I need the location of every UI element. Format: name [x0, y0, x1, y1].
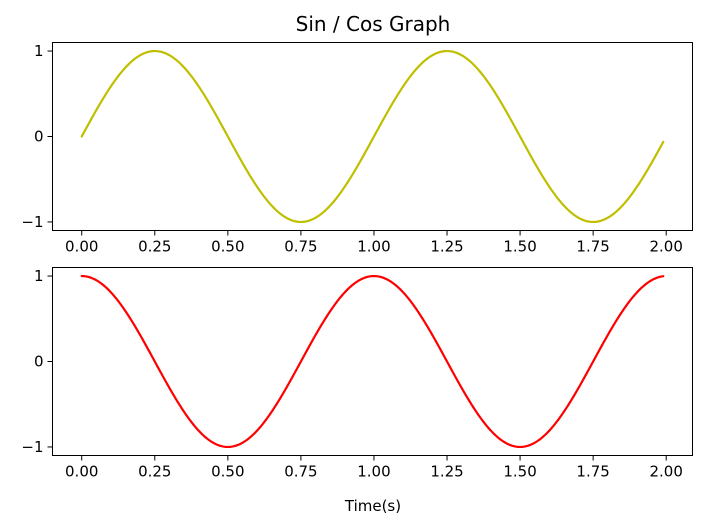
- top-y-tick-label: 1: [34, 42, 44, 60]
- top-x-tick-label: 2.00: [649, 238, 682, 256]
- bottom-x-tick-label: 1.75: [576, 463, 609, 481]
- top-y-tick-label: 0: [34, 128, 44, 146]
- bottom-x-tick-label: 1.00: [357, 463, 390, 481]
- x-axis-label: Time(s): [344, 497, 401, 515]
- top-x-tick-label: 0.25: [138, 238, 171, 256]
- top-x-tick-label: 0.75: [284, 238, 317, 256]
- bottom-axes-frame: [52, 267, 693, 456]
- bottom-x-tick-label: 0.25: [138, 463, 171, 481]
- bottom-y-tick-label: −1: [21, 438, 43, 456]
- bottom-x-tick-label: 1.50: [503, 463, 536, 481]
- top-x-tick-label: 1.50: [503, 238, 536, 256]
- top-series-group: [80, 49, 665, 224]
- bottom-x-ticks: 0.00 0.25 0.50 0.75 1.00 1.25 1.50 1.75 2.00: [65, 455, 683, 481]
- bottom-x-tick-label: 0.75: [284, 463, 317, 481]
- bottom-series-group: [80, 274, 665, 449]
- bottom-axes-cos: 0.00 0.25 0.50 0.75 1.00 1.25 1.50 1.75 2.00 −1 0…: [21, 267, 693, 481]
- top-x-tick-label: 1.00: [357, 238, 390, 256]
- bottom-cos-line: [80, 274, 665, 449]
- bottom-y-tick-label: 0: [34, 353, 44, 371]
- top-axes-frame: [52, 42, 693, 231]
- top-x-tick-label: 1.75: [576, 238, 609, 256]
- top-x-ticks: 0.00 0.25 0.50 0.75 1.00 1.25 1.50 1.75 2.00: [65, 230, 683, 256]
- top-axes-sin: 0.00 0.25 0.50 0.75 1.00 1.25 1.50 1.75 2.00 −1 0…: [21, 42, 693, 256]
- bottom-y-tick-label: 1: [34, 267, 44, 285]
- bottom-x-tick-label: 0.00: [65, 463, 98, 481]
- bottom-x-tick-label: 2.00: [649, 463, 682, 481]
- bottom-x-tick-label: 0.50: [211, 463, 244, 481]
- bottom-x-tick-label: 1.25: [430, 463, 463, 481]
- top-x-tick-label: 0.50: [211, 238, 244, 256]
- top-y-ticks: −1 0 1: [21, 42, 53, 231]
- top-x-tick-label: 1.25: [430, 238, 463, 256]
- chart-title: Sin / Cos Graph: [296, 12, 451, 36]
- top-x-tick-label: 0.00: [65, 238, 98, 256]
- top-sin-line: [80, 49, 665, 224]
- top-y-tick-label: −1: [21, 213, 43, 231]
- bottom-y-ticks: −1 0 1: [21, 267, 53, 456]
